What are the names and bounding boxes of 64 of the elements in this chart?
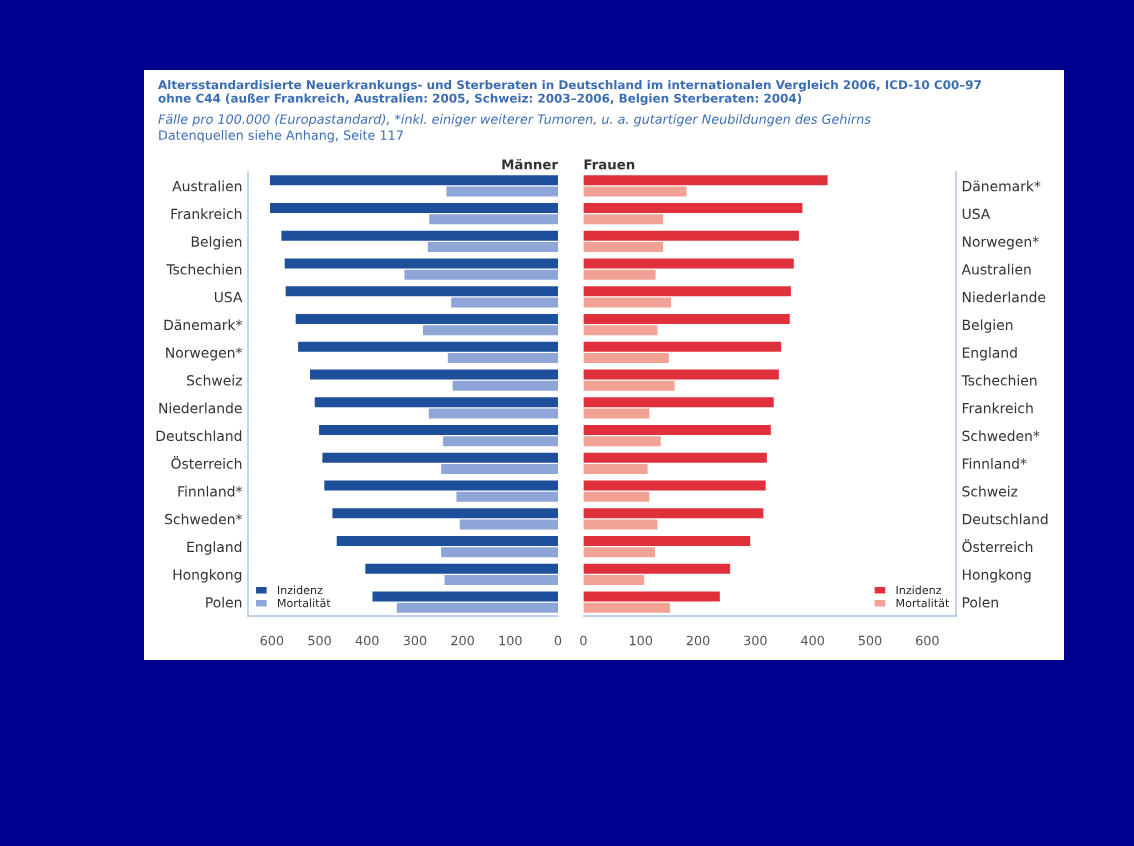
bar: [322, 452, 558, 463]
bar: [441, 463, 558, 474]
bar: [429, 214, 558, 225]
bar: [583, 314, 790, 325]
bar: [319, 425, 558, 436]
bar: [423, 325, 558, 336]
bar: [284, 258, 558, 269]
bar: [583, 269, 656, 280]
bar: [396, 602, 558, 613]
bar: [583, 186, 687, 197]
bar: [583, 408, 650, 419]
bar: [583, 519, 658, 530]
bar: [269, 203, 558, 214]
bar: [447, 352, 558, 363]
bar: [404, 269, 558, 280]
bar: [583, 241, 664, 252]
bar: [452, 380, 558, 391]
bar: [427, 241, 558, 252]
bar: [583, 397, 774, 408]
bar: [444, 574, 558, 585]
bar: [443, 436, 558, 447]
bar: [583, 325, 658, 336]
bar: [314, 397, 558, 408]
bar: [583, 547, 656, 558]
bar: [583, 591, 720, 602]
bar: [310, 369, 558, 380]
bar: [583, 369, 779, 380]
bar: [269, 175, 558, 186]
bar: [583, 536, 751, 547]
bar: [583, 175, 828, 186]
bar: [298, 341, 558, 352]
bar: [583, 297, 672, 308]
bar: [456, 491, 558, 502]
bar: [583, 214, 664, 225]
bar: [583, 491, 650, 502]
bar: [583, 480, 766, 491]
bar: [324, 480, 558, 491]
bar: [332, 508, 558, 519]
bar: [583, 230, 799, 241]
bar: [583, 436, 661, 447]
bar: [446, 186, 558, 197]
bar: [285, 286, 558, 297]
bar: [583, 380, 675, 391]
bar: [281, 230, 558, 241]
bar: [583, 508, 764, 519]
bar: [459, 519, 558, 530]
bar: [365, 563, 558, 574]
bar: [583, 258, 794, 269]
bar: [583, 203, 803, 214]
bar: [583, 574, 645, 585]
bar: [451, 297, 558, 308]
bar: [336, 536, 558, 547]
bar: [428, 408, 558, 419]
bar: [583, 563, 731, 574]
bar: [583, 425, 771, 436]
bar: [583, 352, 669, 363]
bar: [583, 341, 782, 352]
bar: [441, 547, 558, 558]
bar: [583, 602, 670, 613]
bar: [583, 452, 767, 463]
bar: [583, 286, 791, 297]
bar: [295, 314, 558, 325]
bar: [583, 463, 648, 474]
bar: [372, 591, 558, 602]
